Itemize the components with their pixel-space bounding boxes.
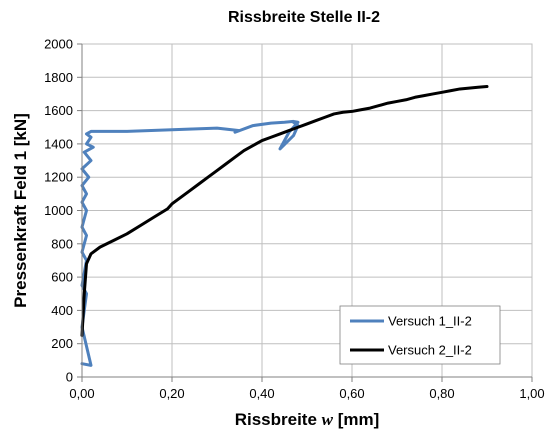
legend-label-series-2: Versuch 2_II-2 bbox=[388, 343, 472, 358]
chart-title: Rissbreite Stelle II-2 bbox=[228, 9, 380, 26]
x-tick-label: 0,00 bbox=[69, 386, 94, 401]
x-axis-title-suffix: [mm] bbox=[333, 410, 379, 429]
y-tick-label: 400 bbox=[51, 303, 73, 318]
y-tick-label: 1600 bbox=[44, 103, 73, 118]
y-tick-label: 200 bbox=[51, 336, 73, 351]
series-line-1 bbox=[80, 119, 300, 367]
series-layer bbox=[80, 84, 489, 367]
legend-box bbox=[339, 305, 501, 365]
y-tick-label: 1200 bbox=[44, 170, 73, 185]
y-tick-label: 1400 bbox=[44, 136, 73, 151]
y-tick-label: 2000 bbox=[44, 37, 73, 52]
y-tick-label: 1800 bbox=[44, 70, 73, 85]
x-axis-title: Rissbreite w [mm] bbox=[235, 410, 380, 429]
y-axis-title-group: Pressenkraft Feld 1 [kN] bbox=[11, 113, 30, 308]
x-axis-title-prefix: Rissbreite bbox=[235, 410, 322, 429]
x-tick-label: 0,20 bbox=[159, 386, 184, 401]
legend: Versuch 1_II-2 Versuch 2_II-2 bbox=[339, 305, 501, 365]
y-axis-title: Pressenkraft Feld 1 [kN] bbox=[11, 113, 30, 308]
y-tick-label: 1000 bbox=[44, 203, 73, 218]
y-tick-label: 600 bbox=[51, 270, 73, 285]
series-line-2 bbox=[80, 84, 489, 337]
y-tick-label: 0 bbox=[66, 370, 73, 385]
x-axis-title-variable: w bbox=[322, 410, 334, 429]
x-tick-label: 0,60 bbox=[339, 386, 364, 401]
legend-label-series-1: Versuch 1_II-2 bbox=[388, 314, 472, 329]
x-tick-label: 0,80 bbox=[429, 386, 454, 401]
axis-layer: 0 200 400 600 800 1000 1200 1400 1600 1800 2000 0,0… bbox=[44, 37, 545, 402]
x-tick-label: 1,00 bbox=[519, 386, 544, 401]
x-tick-label: 0,40 bbox=[249, 386, 274, 401]
y-tick-label: 800 bbox=[51, 236, 73, 251]
